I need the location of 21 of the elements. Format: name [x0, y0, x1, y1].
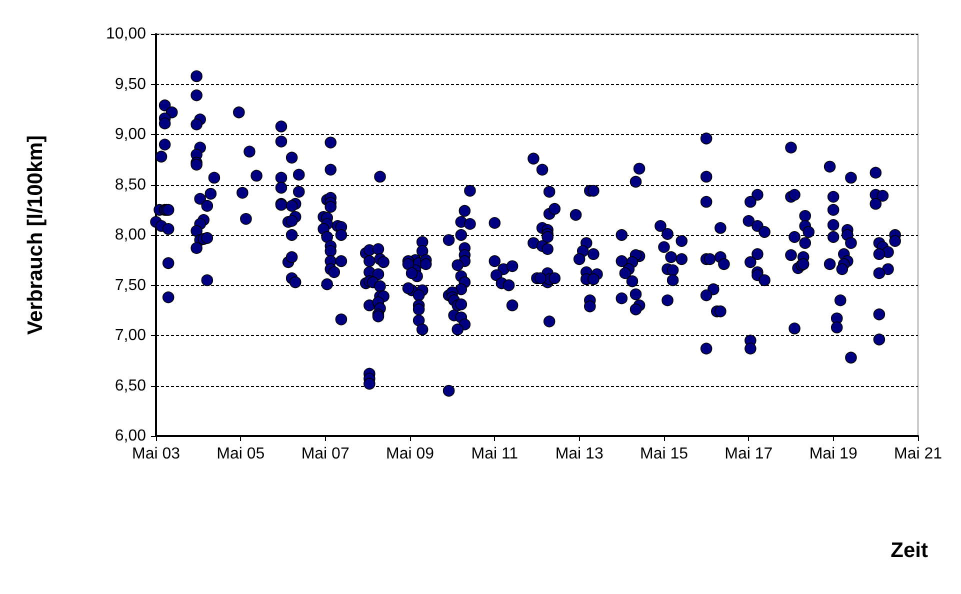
y-tick-label: 8,00 [114, 226, 146, 244]
y-tick-label: 9,00 [114, 126, 146, 143]
x-tick-label: Mai 21 [894, 446, 942, 462]
y-tick-label: 8,50 [114, 176, 146, 194]
y-tick-label: 10,00 [106, 26, 146, 42]
x-tick-label: Mai 07 [301, 446, 350, 462]
x-tick-label: Mai 05 [216, 446, 265, 462]
y-tick-label: 7,00 [114, 327, 146, 344]
y-tick-label: 6,50 [114, 377, 146, 394]
y-tick-label: 7,50 [114, 276, 146, 294]
y-tick-label: 9,50 [114, 76, 146, 93]
x-tick-label: Mai 03 [132, 446, 180, 462]
x-tick-label: Mai 09 [386, 446, 434, 462]
y-axis-title: Verbrauch [l/100km] [24, 135, 47, 335]
x-axis-title: Zeit [890, 539, 928, 562]
x-tick-label: Mai 13 [555, 446, 604, 462]
x-tick-label: Mai 15 [640, 446, 688, 462]
x-tick-label: Mai 17 [724, 446, 773, 462]
x-tick-label: Mai 11 [471, 446, 518, 462]
x-tick-label: Mai 19 [809, 446, 858, 462]
y-tick-label: 6,00 [114, 428, 146, 444]
